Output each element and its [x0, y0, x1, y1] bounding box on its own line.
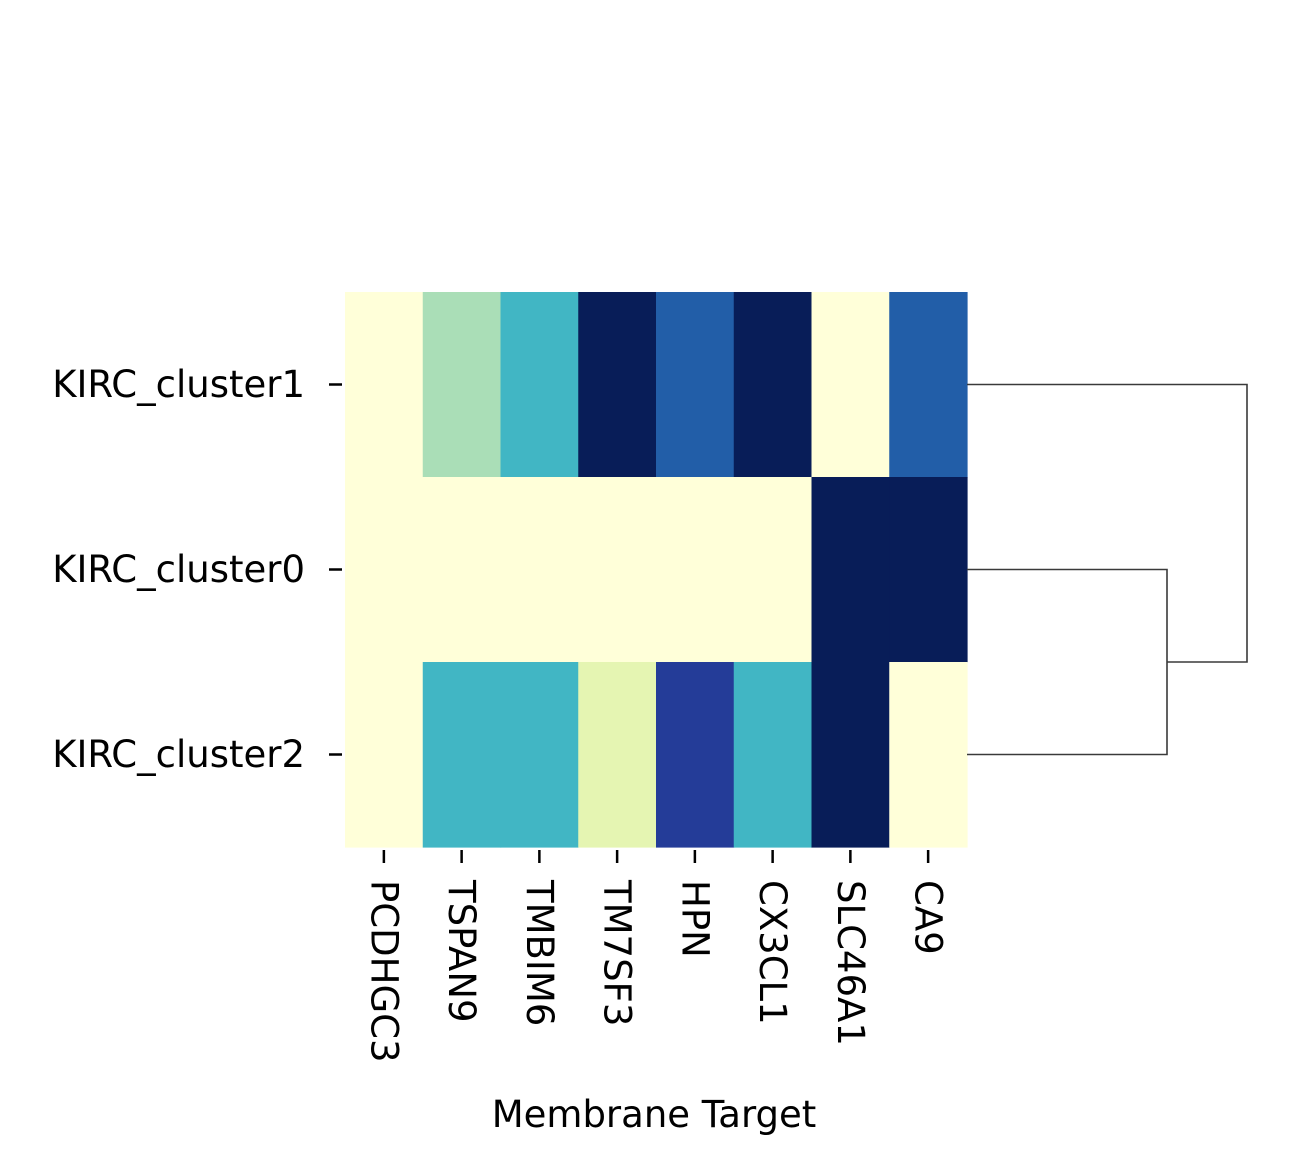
- heatmap-cell: [811, 292, 890, 478]
- row-label: KIRC_cluster2: [52, 733, 305, 776]
- heatmap-cell: [889, 477, 968, 663]
- column-label: TMBIM6: [518, 879, 561, 1026]
- heatmap-cell: [733, 662, 813, 848]
- column-label: PCDHGC3: [362, 880, 405, 1063]
- heatmap-cell: [345, 477, 424, 663]
- heatmap-cell: [345, 292, 424, 478]
- x-axis-title: Membrane Target: [492, 1093, 817, 1136]
- dendrogram-link: [967, 383, 1248, 663]
- row-label: KIRC_cluster1: [52, 363, 305, 406]
- heatmap-cell: [889, 292, 968, 478]
- heatmap-cell: [578, 662, 657, 848]
- heatmap-cell: [578, 477, 657, 663]
- heatmap-cell: [500, 477, 579, 663]
- heatmap-cell: [889, 662, 968, 848]
- heatmap-cell: [811, 477, 890, 663]
- heatmap-cell: [811, 662, 890, 848]
- dendrogram-link: [967, 568, 1168, 756]
- heatmap-cell: [345, 662, 424, 848]
- column-label: CA9: [907, 880, 950, 955]
- heatmap-cell: [733, 477, 813, 663]
- heatmap-cell: [500, 662, 579, 848]
- column-label: CX3CL1: [751, 880, 794, 1025]
- heatmap-cell: [656, 292, 735, 478]
- column-label: TM7SF3: [596, 879, 639, 1026]
- heatmap-cell: [656, 477, 735, 663]
- column-label: SLC46A1: [829, 880, 872, 1046]
- column-label: TSPAN9: [440, 879, 483, 1023]
- row-labels: KIRC_cluster1 KIRC_cluster0 KIRC_cluster2: [52, 363, 342, 776]
- heatmap-cell: [422, 292, 502, 478]
- heatmap-cells: [345, 292, 968, 848]
- row-dendrogram: [967, 383, 1248, 756]
- heatmap-cell: [422, 662, 502, 848]
- column-label: HPN: [673, 880, 716, 958]
- row-label: KIRC_cluster0: [52, 548, 305, 591]
- heatmap-cell: [500, 292, 579, 478]
- heatmap-cell: [656, 662, 735, 848]
- heatmap-cell: [733, 292, 813, 478]
- column-labels: PCDHGC3 TSPAN9 TMBIM6 TM7SF3 HPN CX3CL1 SLC46A…: [362, 850, 950, 1063]
- heatmap-cell: [422, 477, 502, 663]
- heatmap-cell: [578, 292, 657, 478]
